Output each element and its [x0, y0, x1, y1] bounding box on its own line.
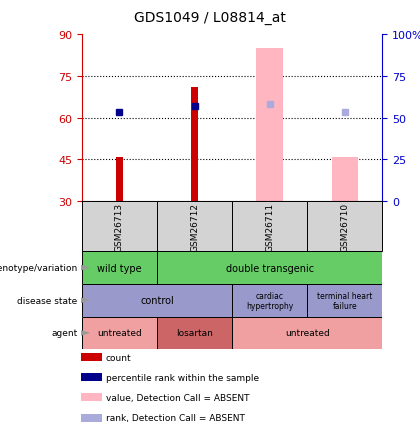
Bar — [191, 88, 198, 202]
Bar — [81, 414, 102, 422]
Polygon shape — [81, 265, 90, 271]
Text: wild type: wild type — [97, 263, 142, 273]
Bar — [81, 353, 102, 362]
Bar — [82, 252, 157, 284]
Text: cardiac
hypertrophy: cardiac hypertrophy — [246, 291, 293, 310]
Text: count: count — [106, 353, 131, 362]
Text: GSM26713: GSM26713 — [115, 202, 124, 251]
Text: control: control — [140, 296, 174, 306]
Bar — [81, 373, 102, 381]
Text: agent: agent — [52, 329, 78, 338]
Text: untreated: untreated — [97, 329, 142, 338]
Bar — [307, 284, 382, 317]
Bar — [232, 317, 382, 349]
Polygon shape — [81, 298, 90, 303]
Bar — [82, 284, 232, 317]
Bar — [257, 49, 283, 202]
Text: GSM26712: GSM26712 — [190, 202, 199, 251]
Bar — [157, 202, 232, 252]
Text: percentile rank within the sample: percentile rank within the sample — [106, 373, 259, 382]
Text: double transgenic: double transgenic — [226, 263, 314, 273]
Bar — [232, 284, 307, 317]
Bar — [157, 317, 232, 349]
Text: GSM26710: GSM26710 — [340, 202, 349, 251]
Text: disease state: disease state — [18, 296, 78, 305]
Bar — [331, 157, 358, 202]
Bar — [157, 252, 382, 284]
Text: GDS1049 / L08814_at: GDS1049 / L08814_at — [134, 11, 286, 25]
Bar — [82, 317, 157, 349]
Text: value, Detection Call = ABSENT: value, Detection Call = ABSENT — [106, 393, 249, 402]
Text: GSM26711: GSM26711 — [265, 202, 274, 251]
Text: terminal heart
failure: terminal heart failure — [317, 291, 373, 310]
Text: untreated: untreated — [285, 329, 330, 338]
Bar — [307, 202, 382, 252]
Text: losartan: losartan — [176, 329, 213, 338]
Polygon shape — [81, 330, 90, 336]
Bar — [81, 394, 102, 401]
Text: genotype/variation: genotype/variation — [0, 263, 78, 273]
Bar — [232, 202, 307, 252]
Bar — [82, 202, 157, 252]
Text: rank, Detection Call = ABSENT: rank, Detection Call = ABSENT — [106, 413, 244, 422]
Bar — [116, 157, 123, 202]
